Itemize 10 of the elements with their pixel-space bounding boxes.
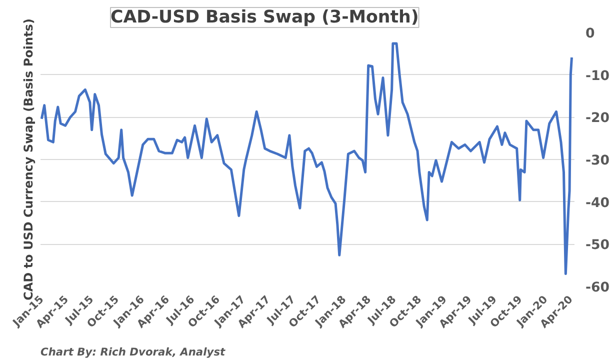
y-tick-label: -10 (586, 68, 610, 84)
line-series (40, 42, 573, 276)
chart-title: CAD-USD Basis Swap (3-Month) (110, 8, 419, 28)
y-tick-label: -40 (586, 196, 610, 211)
y-tick-label: 0 (586, 26, 595, 42)
y-tick-label: -60 (586, 280, 610, 296)
y-tick-label: -30 (586, 154, 610, 168)
text: Chart By: Rich Dvorak, Analyst (40, 346, 226, 358)
y-tick-label: -20 (586, 111, 610, 126)
y-tick-label: -50 (586, 238, 610, 254)
